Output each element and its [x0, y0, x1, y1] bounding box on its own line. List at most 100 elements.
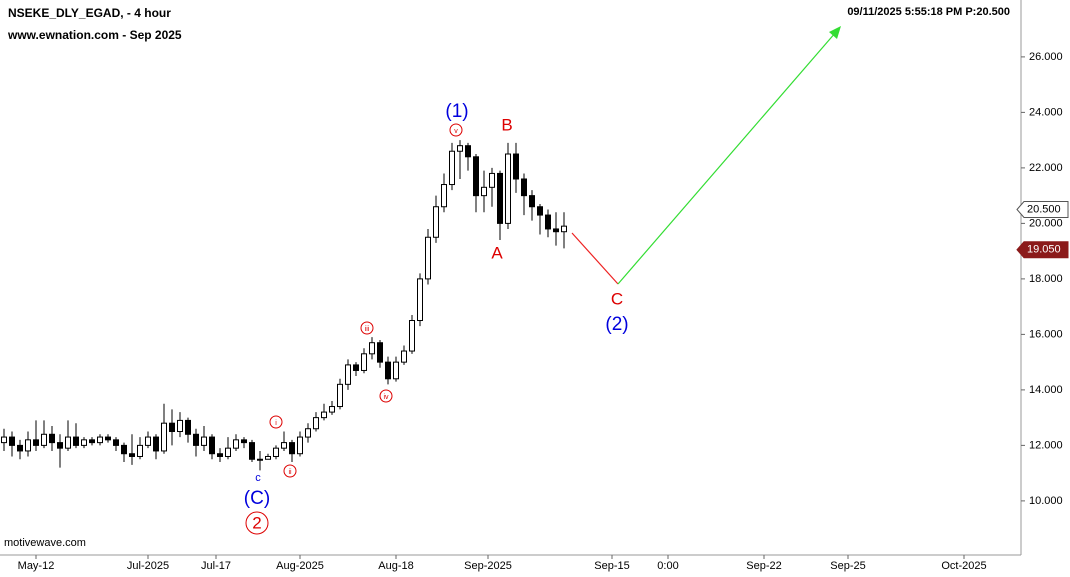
candle-body [481, 186, 487, 197]
chart-subtitle: www.ewnation.com - Sep 2025 [7, 28, 182, 42]
candle-body [249, 442, 255, 460]
candle-body [65, 436, 71, 449]
candle-body [9, 436, 15, 446]
y-tick-label: 26.000 [1029, 51, 1063, 63]
candle-body [169, 422, 175, 433]
y-tick-label: 12.000 [1029, 439, 1063, 451]
candle-body [385, 361, 391, 380]
candle-body [473, 156, 479, 197]
candle-body [105, 436, 111, 441]
candle-body [321, 411, 327, 419]
candle-body [417, 278, 423, 322]
candle-body [345, 364, 351, 385]
candle-body [505, 153, 511, 224]
arrow-head [829, 26, 841, 39]
candle-body [153, 436, 159, 452]
x-tick-label: Sep-15 [594, 560, 629, 572]
candle-body [233, 439, 239, 449]
y-tick-label: 16.000 [1029, 328, 1063, 340]
x-tick-label: Sep-2025 [464, 560, 512, 572]
candle-body [193, 433, 199, 446]
candle-body [57, 442, 63, 449]
candle-body [257, 458, 263, 461]
candle-body [161, 422, 167, 452]
candle-body [121, 444, 127, 455]
candle-body [457, 145, 463, 152]
candle-body [393, 361, 399, 380]
y-tick-label: 14.000 [1029, 384, 1063, 396]
candle-body [273, 447, 279, 457]
candle-body [73, 436, 79, 446]
candle-body [521, 178, 527, 197]
x-tick-label: Sep-22 [746, 560, 781, 572]
candle-body [305, 428, 311, 438]
candle-body [49, 433, 55, 444]
candle-body [201, 436, 207, 446]
price-marker [1016, 241, 1069, 259]
x-tick-label: Sep-25 [830, 560, 865, 572]
annotation-circle [379, 389, 393, 403]
price-marker-label: 19.050 [1027, 244, 1061, 256]
candle-body [265, 455, 271, 460]
annotation-circle [245, 511, 269, 535]
candle-body [1, 436, 7, 444]
candle-body [129, 453, 135, 457]
y-tick-label: 10.000 [1029, 495, 1063, 507]
candle-body [185, 419, 191, 435]
candle-body [89, 439, 95, 444]
candle-body [225, 447, 231, 457]
candle-body [537, 206, 543, 216]
wave-label: ii [288, 469, 292, 476]
wave-label: C [611, 289, 623, 308]
x-tick-label: Jul-2025 [127, 560, 169, 572]
wave-label: (2) [605, 314, 628, 335]
wave-label: iii [365, 326, 370, 333]
candle-body [41, 433, 47, 446]
candle-body [353, 364, 359, 371]
candle-body [17, 444, 23, 452]
candle-body [561, 225, 567, 233]
y-tick-label: 22.000 [1029, 162, 1063, 174]
candle-body [337, 383, 343, 408]
candle-body [361, 353, 367, 371]
y-tick-label: 24.000 [1029, 106, 1063, 118]
y-tick-label: 18.000 [1029, 273, 1063, 285]
candle-body [297, 436, 303, 455]
candle-body [553, 228, 559, 233]
candle-body [513, 153, 519, 180]
candle-body [425, 236, 431, 280]
x-tick-label: Jul-17 [201, 560, 231, 572]
wave-label: c [255, 472, 261, 484]
candle-body [177, 419, 183, 433]
candle-body [289, 442, 295, 455]
x-tick-label: Aug-2025 [276, 560, 324, 572]
candle-body [409, 320, 415, 352]
wave-label: A [491, 243, 503, 262]
candle-body [209, 436, 215, 455]
candle-body [377, 342, 383, 363]
candle-body [81, 439, 87, 446]
annotation-circle [269, 415, 283, 429]
candle-body [217, 453, 223, 457]
x-tick-label: May-12 [18, 560, 55, 572]
projection-line [571, 232, 619, 285]
candle-body [281, 442, 287, 449]
y-tick-label: 20.000 [1029, 217, 1063, 229]
candle-body [545, 214, 551, 230]
annotation-circle [283, 464, 297, 478]
candle-body [529, 195, 535, 208]
annotation-circle [449, 123, 463, 137]
candle-body [433, 206, 439, 238]
candle-body [241, 439, 247, 444]
price-marker-label: 20.500 [1027, 203, 1061, 215]
candle-body [449, 150, 455, 186]
source-text: motivewave.com [4, 537, 86, 549]
wave-label: iv [383, 394, 389, 401]
candle-body [137, 444, 143, 457]
candle-body [401, 350, 407, 363]
wave-label: B [501, 115, 512, 134]
x-tick-label: Aug-18 [378, 560, 413, 572]
candle-body [369, 342, 375, 355]
candle-body [489, 172, 495, 188]
